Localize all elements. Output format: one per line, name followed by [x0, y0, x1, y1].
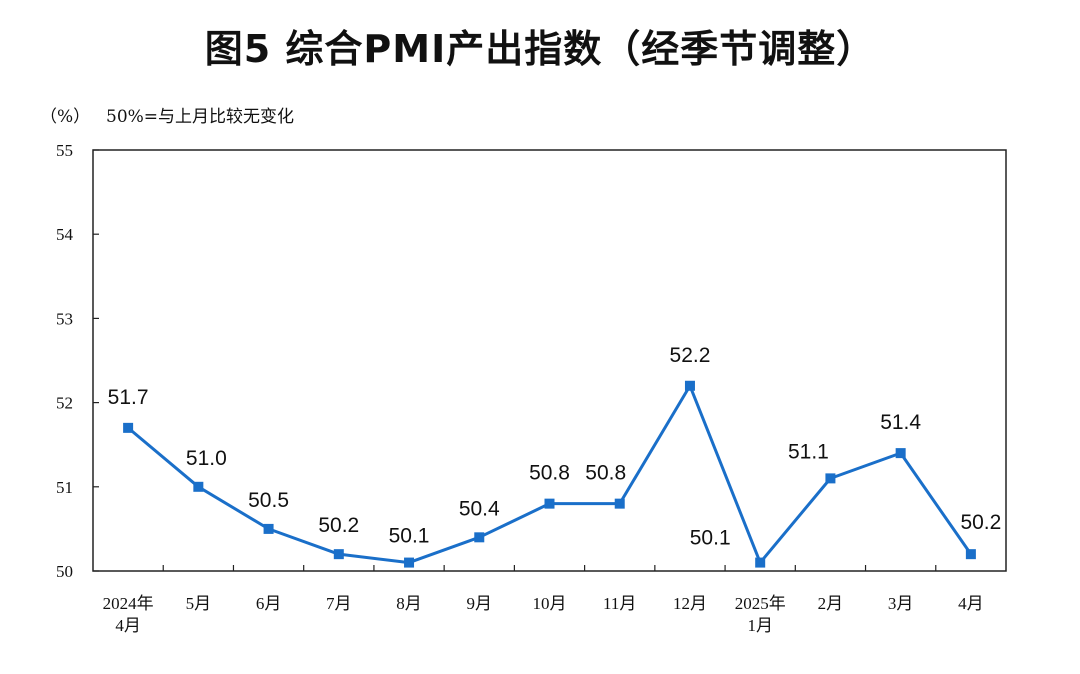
data-point — [755, 557, 766, 568]
data-label: 51.7 — [108, 386, 149, 409]
y-tick-label: 55 — [56, 141, 73, 160]
y-tick-label: 53 — [56, 309, 73, 328]
data-label: 51.1 — [788, 440, 829, 463]
data-point — [614, 498, 625, 509]
data-point — [825, 473, 836, 484]
data-point — [123, 422, 134, 433]
data-label: 50.4 — [459, 497, 500, 520]
data-label: 50.8 — [529, 462, 570, 485]
x-tick-label: 9月 — [467, 594, 493, 613]
x-tick-label: 2025年 — [735, 594, 786, 613]
data-label: 50.5 — [248, 489, 289, 512]
x-tick-label: 1月 — [747, 616, 773, 635]
chart-title: 图5 综合PMI产出指数（经季节调整） — [204, 27, 876, 71]
data-label: 50.8 — [585, 462, 626, 485]
y-tick-label: 50 — [56, 562, 73, 581]
x-tick-label: 2024年 — [103, 594, 154, 613]
y-unit-label: （%） — [40, 107, 91, 127]
data-point — [193, 481, 204, 492]
x-tick-label: 4月 — [115, 616, 141, 635]
data-label: 50.2 — [960, 511, 1001, 534]
data-point — [895, 448, 906, 459]
plot-frame — [92, 149, 1007, 572]
data-point — [474, 532, 485, 543]
data-label: 50.2 — [318, 514, 359, 537]
x-tick-label: 10月 — [533, 594, 567, 613]
data-point — [404, 557, 415, 568]
data-label: 50.1 — [389, 525, 430, 548]
x-tick-label: 8月 — [396, 594, 422, 613]
data-point — [965, 549, 976, 560]
y-tick-label: 52 — [56, 394, 73, 413]
x-tick-label: 2月 — [818, 594, 844, 613]
baseline-note: 50%=与上月比较无变化 — [106, 107, 295, 127]
data-point — [544, 498, 555, 509]
data-label: 51.4 — [880, 411, 921, 434]
x-tick-label: 6月 — [256, 594, 282, 613]
y-tick-label: 54 — [56, 225, 74, 244]
x-tick-label: 11月 — [603, 594, 636, 613]
y-tick-label: 51 — [56, 478, 73, 497]
x-tick-label: 7月 — [326, 594, 352, 613]
x-tick-label: 5月 — [186, 594, 212, 613]
x-tick-label: 3月 — [888, 594, 914, 613]
data-point — [333, 549, 344, 560]
x-tick-label: 4月 — [958, 594, 984, 613]
data-label: 50.1 — [690, 527, 731, 550]
data-label: 51.0 — [186, 447, 227, 470]
x-tick-label: 12月 — [673, 594, 707, 613]
data-point — [684, 380, 695, 391]
data-label: 52.2 — [670, 344, 711, 367]
data-point — [263, 523, 274, 534]
